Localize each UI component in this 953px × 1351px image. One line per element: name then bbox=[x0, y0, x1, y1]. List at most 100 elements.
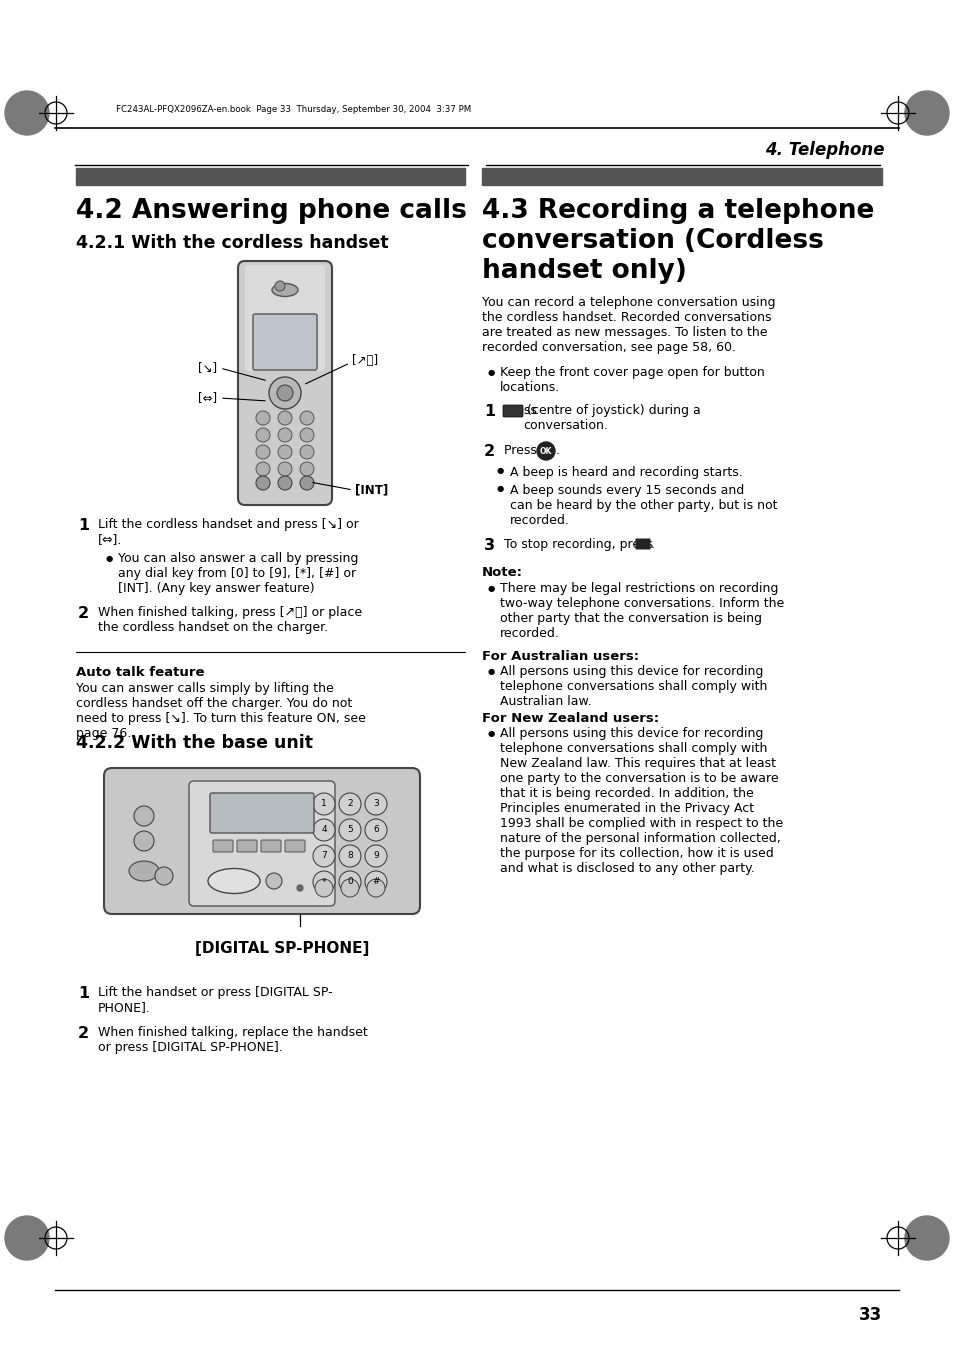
Circle shape bbox=[904, 91, 948, 135]
FancyBboxPatch shape bbox=[253, 313, 316, 370]
Circle shape bbox=[367, 880, 385, 897]
Circle shape bbox=[255, 476, 270, 490]
Circle shape bbox=[313, 819, 335, 842]
Text: You can also answer a call by pressing
any dial key from [0] to [9], [*], [#] or: You can also answer a call by pressing a… bbox=[118, 553, 358, 594]
Text: 4.2 Answering phone calls: 4.2 Answering phone calls bbox=[76, 199, 466, 224]
Text: ●: ● bbox=[488, 667, 495, 676]
Text: A beep is heard and recording starts.: A beep is heard and recording starts. bbox=[510, 466, 742, 480]
Text: 4: 4 bbox=[321, 825, 327, 835]
Circle shape bbox=[296, 885, 303, 892]
Circle shape bbox=[277, 476, 292, 490]
Circle shape bbox=[365, 871, 387, 893]
Circle shape bbox=[277, 411, 292, 426]
Text: 1: 1 bbox=[483, 404, 495, 419]
Text: 2: 2 bbox=[347, 800, 353, 808]
Text: There may be legal restrictions on recording
two-way telephone conversations. In: There may be legal restrictions on recor… bbox=[499, 582, 783, 640]
Circle shape bbox=[365, 819, 387, 842]
Text: Auto talk feature: Auto talk feature bbox=[76, 666, 204, 680]
Text: 6: 6 bbox=[373, 825, 378, 835]
Text: Press: Press bbox=[503, 404, 540, 417]
Circle shape bbox=[338, 819, 360, 842]
Text: ●: ● bbox=[488, 730, 495, 738]
Circle shape bbox=[255, 462, 270, 476]
Circle shape bbox=[537, 442, 555, 459]
Circle shape bbox=[133, 831, 153, 851]
Text: .: . bbox=[650, 538, 655, 551]
Text: Lift the handset or press [DIGITAL SP-
PHONE].: Lift the handset or press [DIGITAL SP- P… bbox=[98, 986, 333, 1015]
Circle shape bbox=[277, 462, 292, 476]
Ellipse shape bbox=[208, 869, 260, 893]
Text: 0: 0 bbox=[347, 878, 353, 886]
Text: 1: 1 bbox=[78, 517, 89, 534]
Circle shape bbox=[365, 844, 387, 867]
FancyBboxPatch shape bbox=[285, 840, 305, 852]
Text: Keep the front cover page open for button
locations.: Keep the front cover page open for butto… bbox=[499, 366, 764, 394]
Text: All persons using this device for recording
telephone conversations shall comply: All persons using this device for record… bbox=[499, 727, 782, 875]
Circle shape bbox=[5, 1216, 49, 1260]
Text: .: . bbox=[556, 444, 559, 457]
FancyBboxPatch shape bbox=[189, 781, 335, 907]
FancyBboxPatch shape bbox=[236, 840, 256, 852]
Text: 4. Telephone: 4. Telephone bbox=[764, 141, 884, 159]
Text: Press: Press bbox=[503, 444, 540, 457]
Text: When finished talking, press [↗ⓞ] or place
the cordless handset on the charger.: When finished talking, press [↗ⓞ] or pla… bbox=[98, 607, 362, 634]
Text: 3: 3 bbox=[373, 800, 378, 808]
Ellipse shape bbox=[129, 861, 159, 881]
FancyBboxPatch shape bbox=[237, 261, 332, 505]
Circle shape bbox=[313, 844, 335, 867]
Text: ●: ● bbox=[497, 466, 504, 476]
FancyBboxPatch shape bbox=[104, 767, 419, 915]
Text: 9: 9 bbox=[373, 851, 378, 861]
Circle shape bbox=[5, 91, 49, 135]
Circle shape bbox=[266, 873, 282, 889]
Text: Note:: Note: bbox=[481, 566, 522, 580]
Text: OK: OK bbox=[539, 446, 552, 455]
Circle shape bbox=[255, 428, 270, 442]
Text: 7: 7 bbox=[321, 851, 327, 861]
FancyBboxPatch shape bbox=[635, 539, 650, 550]
Circle shape bbox=[277, 428, 292, 442]
Text: To stop recording, press: To stop recording, press bbox=[503, 538, 657, 551]
Circle shape bbox=[299, 462, 314, 476]
Circle shape bbox=[299, 476, 314, 490]
Circle shape bbox=[255, 444, 270, 459]
Circle shape bbox=[338, 871, 360, 893]
Text: *: * bbox=[321, 878, 326, 886]
Circle shape bbox=[277, 444, 292, 459]
Circle shape bbox=[365, 793, 387, 815]
Circle shape bbox=[269, 377, 301, 409]
Text: 2: 2 bbox=[483, 444, 495, 459]
Text: 2: 2 bbox=[78, 1025, 89, 1042]
Bar bbox=[481, 168, 882, 185]
Text: All persons using this device for recording
telephone conversations shall comply: All persons using this device for record… bbox=[499, 665, 766, 708]
Text: conversation (Cordless: conversation (Cordless bbox=[481, 228, 823, 254]
Text: 3: 3 bbox=[483, 538, 495, 553]
FancyBboxPatch shape bbox=[210, 793, 314, 834]
Text: [↘]: [↘] bbox=[197, 362, 216, 374]
Circle shape bbox=[133, 807, 153, 825]
Text: [INT]: [INT] bbox=[355, 484, 388, 497]
Text: handset only): handset only) bbox=[481, 258, 686, 284]
FancyBboxPatch shape bbox=[502, 405, 522, 417]
Text: A beep sounds every 15 seconds and
can be heard by the other party, but is not
r: A beep sounds every 15 seconds and can b… bbox=[510, 484, 777, 527]
Circle shape bbox=[338, 844, 360, 867]
Text: [⇔]: [⇔] bbox=[197, 392, 216, 404]
Circle shape bbox=[313, 871, 335, 893]
Text: 8: 8 bbox=[347, 851, 353, 861]
Text: For New Zealand users:: For New Zealand users: bbox=[481, 712, 659, 725]
Text: You can answer calls simply by lifting the
cordless handset off the charger. You: You can answer calls simply by lifting t… bbox=[76, 682, 366, 740]
Circle shape bbox=[338, 793, 360, 815]
Text: [DIGITAL SP-PHONE]: [DIGITAL SP-PHONE] bbox=[194, 942, 369, 957]
Text: 4.3 Recording a telephone: 4.3 Recording a telephone bbox=[481, 199, 874, 224]
Text: 2: 2 bbox=[78, 607, 89, 621]
Text: 4.2.1 With the cordless handset: 4.2.1 With the cordless handset bbox=[76, 234, 388, 253]
Circle shape bbox=[299, 428, 314, 442]
Circle shape bbox=[299, 411, 314, 426]
Text: ●: ● bbox=[488, 367, 495, 377]
Circle shape bbox=[314, 880, 333, 897]
Text: When finished talking, replace the handset
or press [DIGITAL SP-PHONE].: When finished talking, replace the hands… bbox=[98, 1025, 367, 1054]
Circle shape bbox=[274, 281, 285, 290]
Circle shape bbox=[340, 880, 358, 897]
Text: [↗ⓞ]: [↗ⓞ] bbox=[352, 354, 377, 367]
Text: 1: 1 bbox=[321, 800, 327, 808]
